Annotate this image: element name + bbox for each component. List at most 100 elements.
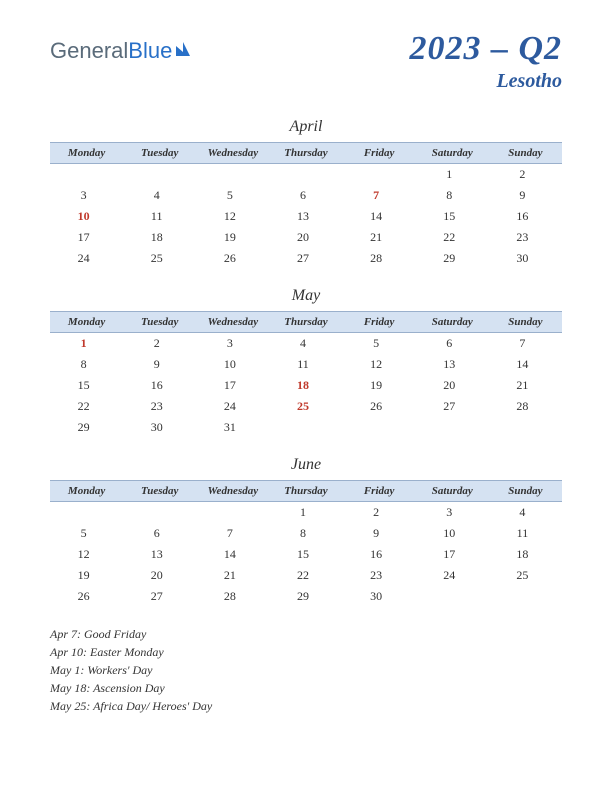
calendars-container: AprilMondayTuesdayWednesdayThursdayFrida…	[50, 118, 562, 607]
calendar-cell: 7	[196, 523, 269, 544]
calendar-cell: 26	[343, 396, 416, 417]
holiday-entry: May 18: Ascension Day	[50, 679, 562, 697]
calendar-row: 567891011	[50, 523, 562, 544]
weekday-header: Monday	[50, 143, 123, 164]
calendar-cell: 23	[343, 565, 416, 586]
calendar-cell: 15	[269, 544, 342, 565]
calendar-cell: 8	[416, 185, 489, 206]
calendar-cell	[269, 417, 342, 438]
calendar-cell: 8	[269, 523, 342, 544]
weekday-header: Friday	[343, 481, 416, 502]
calendar-cell: 19	[50, 565, 123, 586]
holiday-entry: May 1: Workers' Day	[50, 661, 562, 679]
calendar-cell: 16	[343, 544, 416, 565]
calendar-cell: 6	[123, 523, 196, 544]
calendar-cell: 21	[489, 375, 562, 396]
weekday-header: Tuesday	[123, 312, 196, 333]
weekday-header: Monday	[50, 481, 123, 502]
calendar-cell: 9	[489, 185, 562, 206]
calendar-cell: 2	[343, 502, 416, 524]
calendar-row: 293031	[50, 417, 562, 438]
calendar-cell: 16	[489, 206, 562, 227]
calendar-cell: 4	[489, 502, 562, 524]
weekday-header: Tuesday	[123, 481, 196, 502]
calendar-cell: 24	[416, 565, 489, 586]
calendar-row: 15161718192021	[50, 375, 562, 396]
calendar-cell: 29	[269, 586, 342, 607]
logo-icon	[174, 38, 192, 64]
calendar-cell: 6	[269, 185, 342, 206]
calendar-cell	[489, 417, 562, 438]
calendar-cell: 19	[196, 227, 269, 248]
calendar-cell: 3	[196, 333, 269, 355]
holiday-entry: Apr 10: Easter Monday	[50, 643, 562, 661]
calendar-row: 17181920212223	[50, 227, 562, 248]
country-name: Lesotho	[409, 70, 562, 93]
calendar-cell: 17	[50, 227, 123, 248]
calendar-row: 10111213141516	[50, 206, 562, 227]
calendar-cell: 7	[489, 333, 562, 355]
calendar-cell: 29	[50, 417, 123, 438]
calendar-cell: 28	[196, 586, 269, 607]
weekday-header: Thursday	[269, 481, 342, 502]
calendar-cell: 9	[343, 523, 416, 544]
calendar-cell: 6	[416, 333, 489, 355]
weekday-header: Saturday	[416, 143, 489, 164]
calendar-cell: 22	[416, 227, 489, 248]
calendar-cell: 20	[269, 227, 342, 248]
calendar-cell: 9	[123, 354, 196, 375]
calendar-cell: 18	[123, 227, 196, 248]
calendar-row: 19202122232425	[50, 565, 562, 586]
holidays-list: Apr 7: Good FridayApr 10: Easter MondayM…	[50, 625, 562, 715]
calendar-cell	[269, 164, 342, 186]
calendar-cell: 12	[343, 354, 416, 375]
weekday-header: Wednesday	[196, 143, 269, 164]
calendar-table: MondayTuesdayWednesdayThursdayFridaySatu…	[50, 311, 562, 438]
calendar-cell: 20	[416, 375, 489, 396]
calendar-row: 1234	[50, 502, 562, 524]
calendar-cell: 14	[196, 544, 269, 565]
weekday-header: Tuesday	[123, 143, 196, 164]
calendar-cell: 29	[416, 248, 489, 269]
calendar-cell: 25	[123, 248, 196, 269]
weekday-header: Sunday	[489, 143, 562, 164]
calendar-row: 22232425262728	[50, 396, 562, 417]
calendar-row: 12	[50, 164, 562, 186]
weekday-header: Sunday	[489, 312, 562, 333]
weekday-header: Sunday	[489, 481, 562, 502]
calendar-cell	[343, 417, 416, 438]
calendar-cell: 15	[50, 375, 123, 396]
calendar-row: 891011121314	[50, 354, 562, 375]
calendar-cell: 1	[416, 164, 489, 186]
calendar-cell: 14	[489, 354, 562, 375]
calendar-cell: 22	[50, 396, 123, 417]
calendar-cell: 27	[123, 586, 196, 607]
weekday-header: Wednesday	[196, 312, 269, 333]
calendar-cell	[123, 164, 196, 186]
weekday-header: Saturday	[416, 312, 489, 333]
calendar-row: 1234567	[50, 333, 562, 355]
calendar-cell: 27	[269, 248, 342, 269]
calendar-cell: 2	[489, 164, 562, 186]
calendar-cell: 25	[489, 565, 562, 586]
calendar-cell: 26	[50, 586, 123, 607]
header: GeneralBlue 2023 – Q2 Lesotho	[50, 30, 562, 93]
calendar-cell: 22	[269, 565, 342, 586]
calendar-cell: 4	[123, 185, 196, 206]
calendar-row: 24252627282930	[50, 248, 562, 269]
holiday-entry: Apr 7: Good Friday	[50, 625, 562, 643]
calendar-cell: 8	[50, 354, 123, 375]
month-block: MayMondayTuesdayWednesdayThursdayFridayS…	[50, 287, 562, 438]
calendar-cell: 3	[50, 185, 123, 206]
calendar-cell: 5	[196, 185, 269, 206]
calendar-cell: 13	[416, 354, 489, 375]
calendar-row: 12131415161718	[50, 544, 562, 565]
weekday-header: Friday	[343, 312, 416, 333]
calendar-cell: 10	[416, 523, 489, 544]
calendar-cell: 11	[123, 206, 196, 227]
calendar-cell: 5	[343, 333, 416, 355]
calendar-cell: 10	[50, 206, 123, 227]
month-name: April	[50, 118, 562, 136]
calendar-cell: 21	[196, 565, 269, 586]
calendar-cell: 5	[50, 523, 123, 544]
